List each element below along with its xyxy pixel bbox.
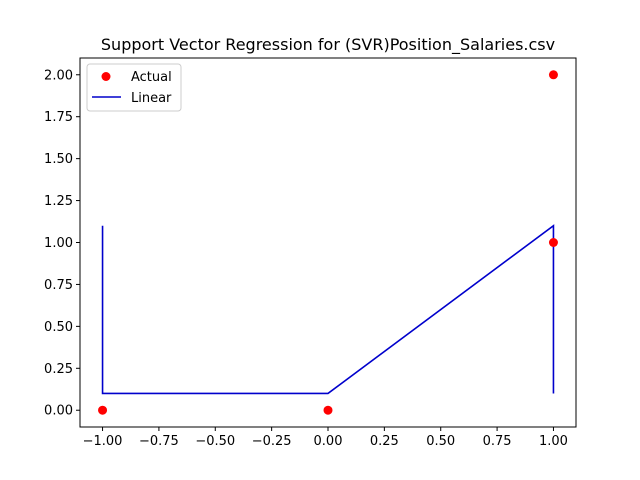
axis-ticks: −1.00 −0.75 −0.50 −0.25 0.00 0.25 0.50 0.75 1.00…	[44, 68, 568, 449]
y-tick-label: 1.50	[44, 152, 73, 167]
axes-frame	[79, 57, 577, 428]
y-tick-label: 0.50	[44, 320, 73, 335]
x-tick-label: −1.00	[83, 434, 123, 449]
data-point-actual	[548, 238, 558, 247]
y-tick-label: 1.75	[44, 110, 73, 125]
plot-area	[98, 70, 558, 415]
data-point-actual	[323, 405, 333, 415]
y-tick-label: 1.25	[44, 194, 73, 209]
x-tick-label: 0.25	[370, 434, 399, 449]
y-tick-label: 0.00	[44, 404, 73, 419]
x-tick-label: −0.25	[252, 434, 292, 449]
x-tick-label: 0.00	[314, 434, 343, 449]
y-tick-label: 0.25	[44, 362, 73, 377]
legend-label-linear: Linear	[131, 91, 172, 106]
data-point-actual	[548, 70, 558, 80]
y-tick-label: 1.00	[44, 236, 73, 251]
legend-marker-actual	[101, 72, 111, 81]
x-tick-label: −0.50	[195, 434, 235, 449]
series-line-linear	[101, 224, 555, 395]
x-tick-label: 0.75	[483, 434, 512, 449]
legend-box	[86, 63, 182, 112]
legend-label-actual: Actual	[131, 70, 172, 85]
y-tick-label: 2.00	[44, 68, 73, 83]
y-tick-label: 0.75	[44, 278, 73, 293]
chart-title: Support Vector Regression for (SVR)Posit…	[101, 35, 555, 55]
x-tick-label: 1.00	[539, 434, 568, 449]
x-tick-label: −0.75	[139, 434, 179, 449]
data-point-actual	[98, 405, 108, 415]
legend: Actual Linear	[86, 63, 182, 112]
x-tick-label: 0.50	[426, 434, 455, 449]
